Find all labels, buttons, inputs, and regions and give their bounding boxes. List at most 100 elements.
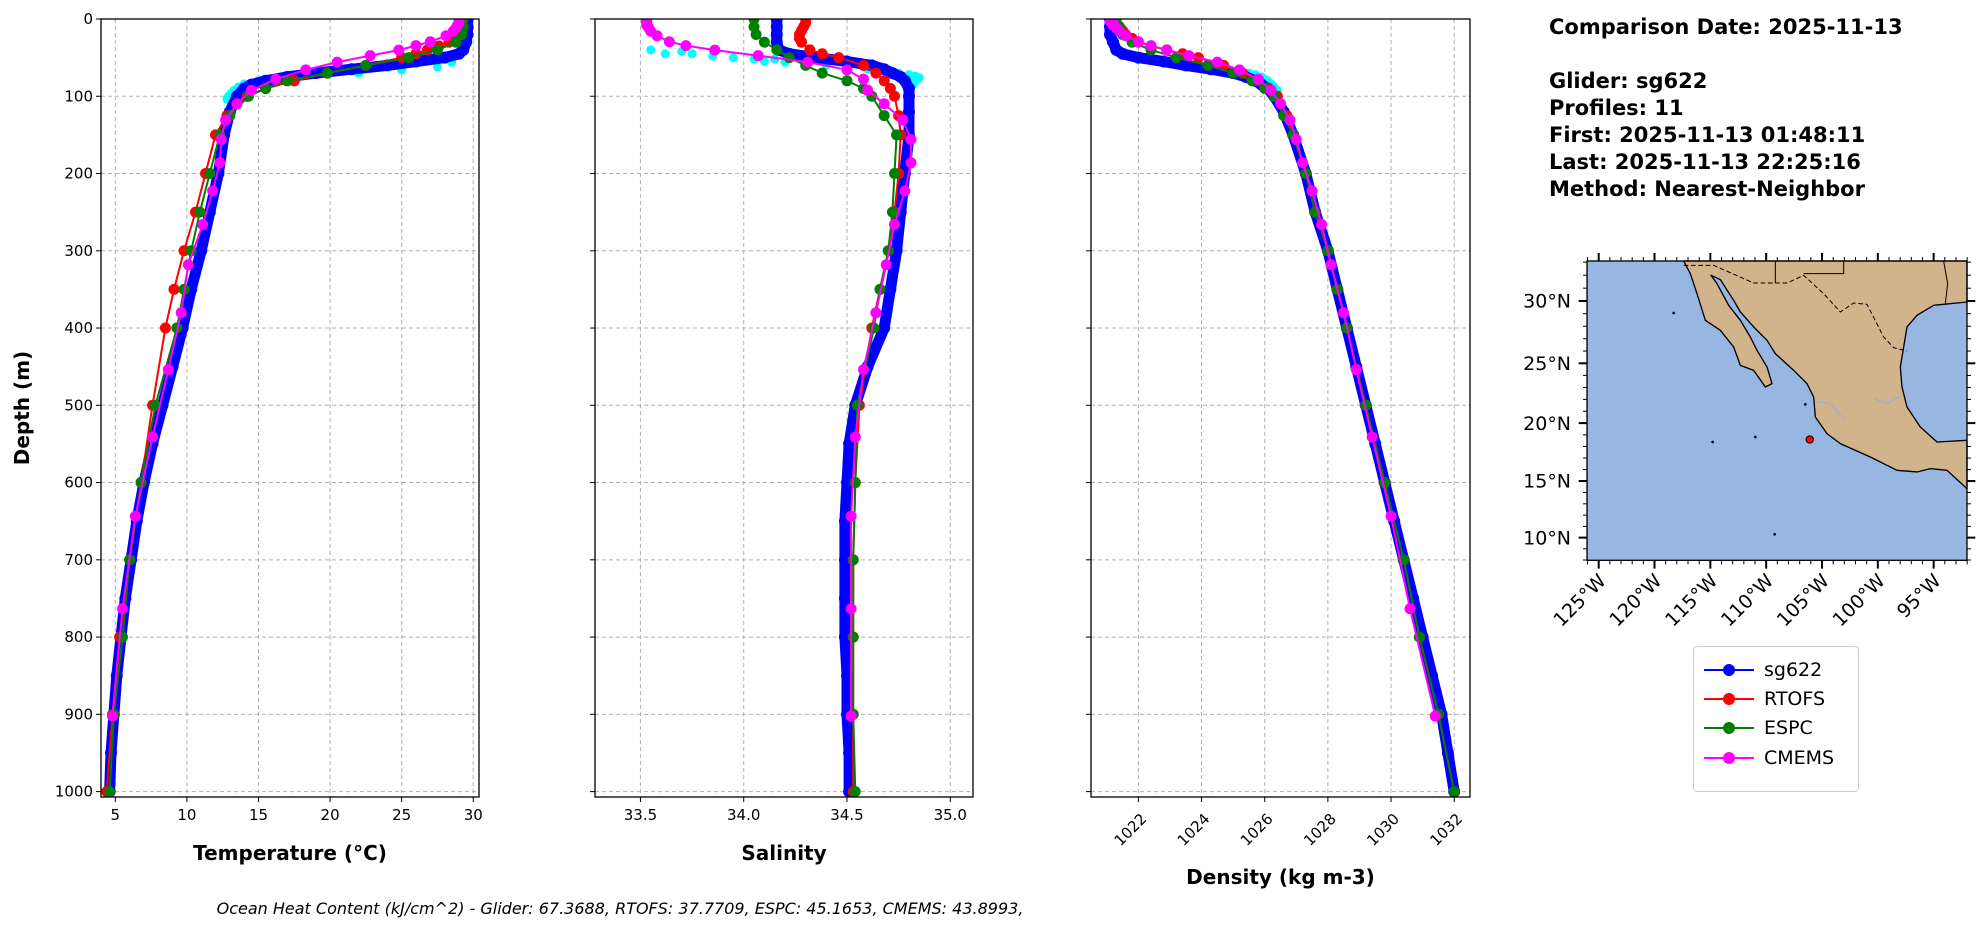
point-espc [758, 36, 770, 48]
point-cmems [364, 50, 376, 62]
point-cmems [1297, 157, 1309, 169]
point-rtofs [833, 52, 845, 64]
point-espc [851, 399, 863, 411]
glider-name: Glider: sg622 [1549, 69, 1708, 93]
legend-swatch [1704, 664, 1754, 676]
x-tick-label: 15 [249, 806, 268, 824]
raw-point [432, 62, 442, 72]
point-espc [891, 129, 903, 141]
point-sg622 [1132, 51, 1145, 64]
point-sg622 [841, 476, 853, 489]
point-cmems [1350, 364, 1362, 376]
panel-salinity: 33.5 34.0 34.5 35.0 Salinity [590, 18, 974, 865]
point-cmems [680, 40, 692, 52]
point-sg622 [838, 553, 851, 566]
lat-tick-label: 15°N [1523, 471, 1571, 493]
point-espc [450, 36, 462, 48]
raw-point [646, 45, 656, 55]
country-border [1683, 264, 1908, 352]
lon-tick-label: 105°W [1773, 570, 1834, 631]
point-cmems [899, 185, 911, 197]
land-mexico [1683, 260, 1968, 490]
point-cmems [858, 364, 870, 376]
point-sg622 [838, 592, 851, 605]
point-espc [281, 75, 293, 87]
last-time: Last: 2025-11-13 22:25:16 [1549, 150, 1861, 174]
point-sg622 [1157, 55, 1170, 68]
x-tick-label: 1030 [1363, 810, 1403, 850]
point-sg622 [890, 244, 903, 257]
x-axis-label: Temperature (°C) [193, 841, 387, 865]
point-cmems [663, 36, 675, 48]
point-cmems [106, 710, 118, 722]
point-sg622 [438, 51, 451, 64]
y-tick-label: 200 [64, 165, 93, 183]
point-cmems [889, 219, 901, 231]
point-cmems [849, 431, 861, 443]
point-cmems [424, 36, 436, 48]
point-espc [783, 52, 795, 64]
data-layer [641, 19, 924, 797]
x-tick-label: 1028 [1300, 810, 1340, 850]
x-tick-label: 33.5 [624, 806, 657, 824]
point-sg622 [1116, 47, 1129, 60]
profile-count: Profiles: 11 [1549, 96, 1684, 120]
data-layer [1103, 19, 1461, 797]
point-espc [431, 44, 443, 56]
point-espc [889, 168, 901, 180]
point-cmems [858, 73, 870, 85]
point-cmems [752, 50, 764, 62]
point-cmems [207, 185, 219, 197]
x-axis-label: Salinity [741, 841, 826, 865]
axes-frame [594, 18, 974, 798]
point-cmems [1120, 30, 1132, 42]
y-tick-label: 400 [64, 319, 93, 337]
x-tick-label: 1024 [1174, 810, 1214, 850]
point-sg622 [884, 283, 897, 296]
point-cmems [270, 73, 282, 85]
point-cmems [175, 307, 187, 319]
panel-density: 1022 1024 1026 1028 1030 1032 Density (kg m-3) [1086, 18, 1471, 889]
lat-tick-label: 25°N [1523, 353, 1571, 375]
point-cmems [1145, 40, 1157, 52]
point-cmems [1290, 133, 1302, 145]
point-cmems [1366, 431, 1378, 443]
lat-tick-label: 20°N [1523, 413, 1571, 435]
point-cmems [1265, 84, 1277, 96]
point-sg622 [902, 90, 915, 103]
point-cmems [231, 98, 243, 110]
point-cmems [905, 157, 917, 169]
point-cmems [1429, 710, 1441, 722]
point-cmems [1161, 44, 1173, 56]
y-tick-label: 300 [64, 242, 93, 260]
legend-item-cmems: CMEMS [1704, 746, 1834, 770]
point-cmems [1252, 73, 1264, 85]
legend: sg622 RTOFS ESPC CMEMS [1693, 646, 1859, 792]
panel-temperature: 5 10 15 20 25 3001002003004005006007008009001… [10, 10, 483, 865]
island [1711, 440, 1715, 444]
island [1773, 532, 1777, 536]
point-espc [847, 554, 859, 566]
legend-swatch [1704, 752, 1754, 764]
series-line-cmems [1109, 19, 1437, 718]
y-tick-label: 1000 [55, 783, 93, 801]
point-espc [1170, 52, 1182, 64]
point-rtofs [168, 283, 180, 295]
x-tick-label: 1032 [1426, 810, 1466, 850]
point-espc [321, 67, 333, 79]
point-rtofs [804, 44, 816, 56]
point-espc [847, 631, 859, 643]
x-tick-label: 20 [321, 806, 340, 824]
point-cmems [245, 84, 257, 96]
point-espc [360, 59, 372, 71]
point-cmems [1338, 307, 1350, 319]
point-cmems [1284, 114, 1296, 126]
point-cmems [1385, 510, 1397, 522]
point-sg622 [838, 631, 851, 644]
point-cmems [845, 710, 857, 722]
point-espc [104, 786, 116, 797]
point-cmems [129, 510, 141, 522]
series-line-espc [1115, 19, 1456, 793]
